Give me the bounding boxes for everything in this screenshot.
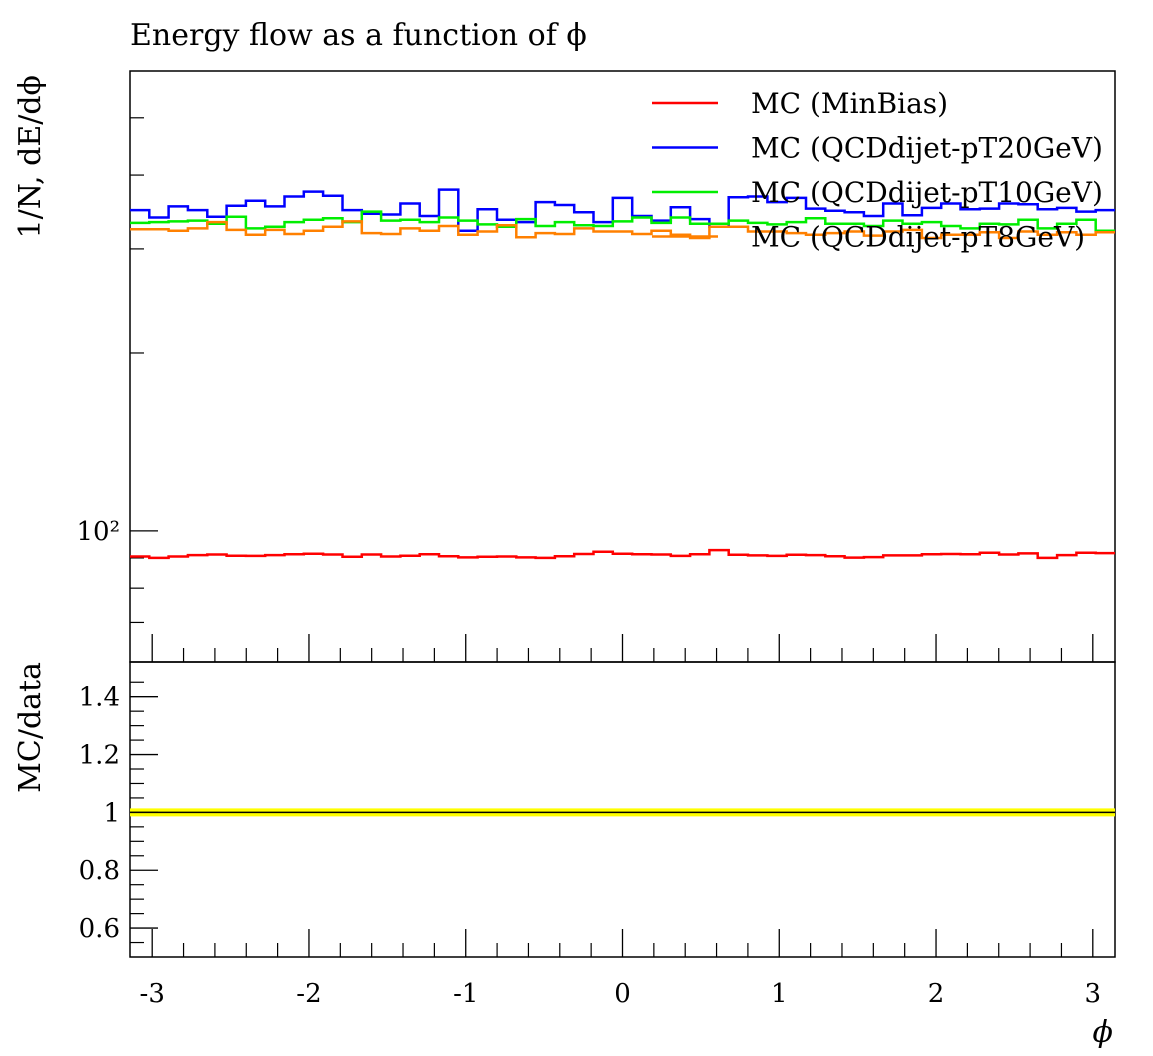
x-tick-label: 2 — [928, 979, 945, 1009]
ratio-y-tick-label: 0.6 — [79, 914, 120, 944]
legend-label-1: MC (QCDdijet-pT20GeV) — [751, 132, 1103, 165]
tick-labels: -3 -2 -1 0 1 2 3 10² 0.6 0.8 1 1.2 1.4 — [76, 517, 1101, 1009]
ratio-y-tick-label: 1.2 — [79, 741, 120, 771]
ratio-y-tick-label: 1.4 — [79, 683, 120, 713]
legend: MC (MinBias) MC (QCDdijet-pT20GeV) MC (QCD… — [652, 87, 1103, 254]
x-tick-label: 3 — [1085, 979, 1102, 1009]
x-tick-label: 1 — [771, 979, 788, 1009]
main-y-tick-label: 10² — [76, 517, 120, 547]
ratio-band-layer — [130, 808, 1115, 817]
series-line-0 — [130, 548, 1115, 560]
legend-label-3: MC (QCDdijet-pT8GeV) — [751, 221, 1085, 254]
ratio-y-tick-label: 1 — [103, 798, 120, 828]
x-tick-label: -3 — [140, 979, 165, 1009]
main-y-axis-label: 1/N, dE/dϕ — [13, 75, 48, 238]
x-tick-label: 0 — [614, 979, 631, 1009]
legend-label-0: MC (MinBias) — [751, 87, 948, 120]
ratio-y-axis-label: MC/data — [13, 662, 48, 793]
x-tick-label: -2 — [296, 979, 321, 1009]
chart-title: Energy flow as a function of ϕ — [130, 18, 587, 53]
series-layer — [130, 188, 1115, 560]
main-panel-ticks — [130, 117, 1094, 662]
series-line-1 — [130, 188, 1115, 232]
series-line-2 — [130, 210, 1115, 232]
series-line-3 — [130, 220, 1115, 240]
x-tick-label: -1 — [453, 979, 478, 1009]
ratio-y-tick-label: 0.8 — [79, 856, 120, 886]
ratio-panel-ticks — [130, 681, 1094, 957]
legend-label-2: MC (QCDdijet-pT10GeV) — [751, 176, 1103, 209]
x-axis-label: ϕ — [1093, 1015, 1113, 1050]
